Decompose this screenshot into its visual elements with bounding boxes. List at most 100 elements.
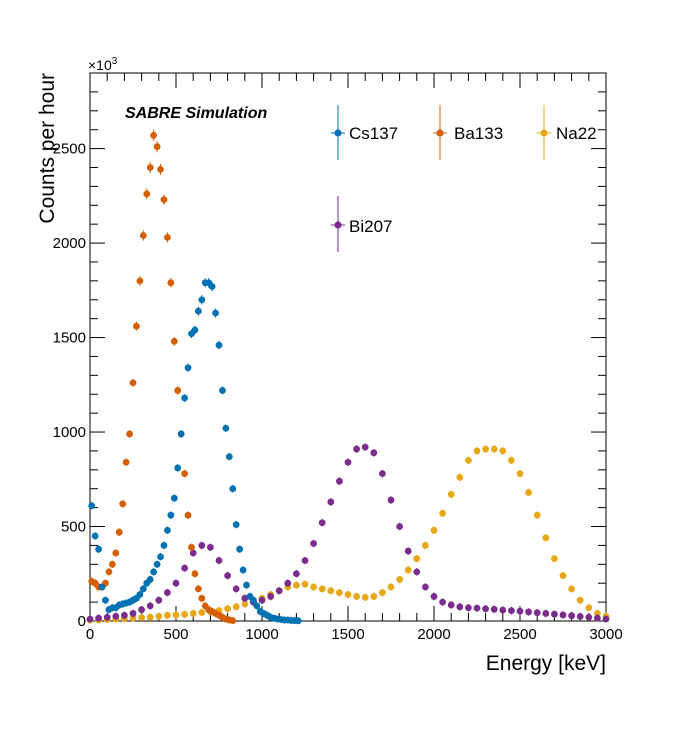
data-point bbox=[150, 131, 158, 139]
data-point bbox=[576, 596, 584, 604]
data-point bbox=[250, 596, 257, 604]
data-point bbox=[370, 449, 378, 457]
data-point bbox=[551, 555, 558, 563]
data-point bbox=[465, 604, 472, 612]
data-point bbox=[112, 549, 120, 557]
data-point bbox=[267, 593, 274, 600]
data-point bbox=[181, 470, 189, 478]
data-point bbox=[215, 341, 223, 349]
data-point bbox=[508, 456, 515, 464]
data-point bbox=[115, 528, 123, 536]
data-point bbox=[98, 583, 106, 591]
data-point bbox=[404, 547, 412, 555]
legend-marker-cs137 bbox=[334, 129, 342, 137]
legend-marker-na22 bbox=[540, 129, 548, 137]
data-point bbox=[594, 610, 601, 617]
plot-frame bbox=[89, 72, 607, 622]
data-point bbox=[499, 447, 507, 455]
x-tick-label: 3000 bbox=[589, 626, 622, 643]
data-point bbox=[301, 557, 309, 564]
data-point bbox=[490, 445, 498, 453]
data-point bbox=[198, 594, 206, 602]
data-point bbox=[404, 566, 412, 574]
data-point bbox=[177, 430, 185, 438]
data-point bbox=[174, 387, 182, 394]
data-point bbox=[153, 143, 161, 151]
data-point bbox=[174, 464, 182, 472]
data-point bbox=[198, 609, 206, 616]
x-axis-label: Energy [keV] bbox=[486, 652, 606, 675]
data-point bbox=[184, 511, 192, 519]
data-point bbox=[95, 545, 102, 553]
data-point bbox=[229, 617, 237, 625]
data-point bbox=[172, 579, 180, 587]
data-point bbox=[568, 585, 575, 593]
data-point bbox=[222, 424, 230, 432]
data-point bbox=[533, 511, 541, 519]
data-point bbox=[167, 279, 175, 287]
data-point bbox=[559, 611, 567, 619]
data-point bbox=[105, 568, 113, 576]
x-tick-label: 2000 bbox=[417, 626, 450, 643]
data-point bbox=[189, 549, 197, 557]
data-point bbox=[153, 560, 161, 568]
data-point bbox=[208, 283, 216, 290]
data-point bbox=[422, 542, 429, 549]
data-point bbox=[194, 585, 202, 593]
data-point bbox=[396, 576, 403, 583]
data-point bbox=[551, 610, 558, 618]
data-point bbox=[456, 473, 464, 481]
data-point bbox=[112, 612, 120, 620]
data-point bbox=[136, 591, 144, 598]
data-point bbox=[568, 612, 575, 620]
annotation-label: SABRE Simulation bbox=[125, 105, 267, 122]
data-point bbox=[229, 485, 237, 493]
data-point bbox=[184, 364, 192, 372]
data-point bbox=[594, 614, 601, 622]
legend-label-ba133: Ba133 bbox=[454, 124, 503, 143]
data-point bbox=[284, 579, 292, 587]
data-point bbox=[379, 589, 386, 597]
data-point bbox=[155, 612, 163, 620]
y-tick-label: 500 bbox=[61, 519, 86, 536]
data-point bbox=[482, 445, 489, 453]
data-point bbox=[170, 494, 178, 502]
data-point bbox=[138, 606, 146, 614]
y-axis-label: Counts per hour bbox=[36, 73, 59, 224]
data-point bbox=[181, 610, 189, 618]
data-point bbox=[122, 458, 130, 466]
data-point bbox=[430, 593, 438, 600]
data-point bbox=[224, 572, 232, 580]
axis-ticks: 0 500 1000 1500 2000 2500 3000 0 500 1000 1500 2000… bbox=[53, 72, 623, 643]
data-point bbox=[146, 602, 154, 610]
data-point bbox=[160, 196, 168, 204]
data-point bbox=[232, 603, 240, 611]
legend-marker-ba133 bbox=[436, 129, 444, 137]
data-point bbox=[146, 164, 154, 171]
data-point bbox=[191, 570, 199, 578]
series-na22 bbox=[86, 445, 610, 624]
data-point bbox=[387, 583, 395, 591]
data-point bbox=[157, 553, 164, 561]
data-point bbox=[95, 614, 102, 622]
y-tick-label: 2500 bbox=[53, 141, 86, 158]
y-tick-label: 0 bbox=[78, 613, 86, 630]
data-point bbox=[181, 394, 189, 402]
data-point bbox=[447, 490, 455, 498]
series-ba133 bbox=[88, 129, 237, 625]
data-point bbox=[188, 543, 195, 551]
data-point bbox=[164, 589, 171, 597]
data-point bbox=[336, 477, 343, 485]
data-point bbox=[387, 496, 395, 504]
data-point bbox=[243, 581, 250, 589]
data-point bbox=[160, 542, 168, 549]
data-point bbox=[585, 604, 593, 612]
data-point bbox=[121, 611, 128, 619]
data-point bbox=[559, 572, 567, 580]
data-point bbox=[422, 583, 429, 591]
data-point bbox=[379, 470, 386, 478]
data-point bbox=[241, 594, 249, 602]
data-point bbox=[473, 604, 481, 612]
data-point bbox=[198, 296, 206, 304]
data-point bbox=[207, 543, 214, 551]
